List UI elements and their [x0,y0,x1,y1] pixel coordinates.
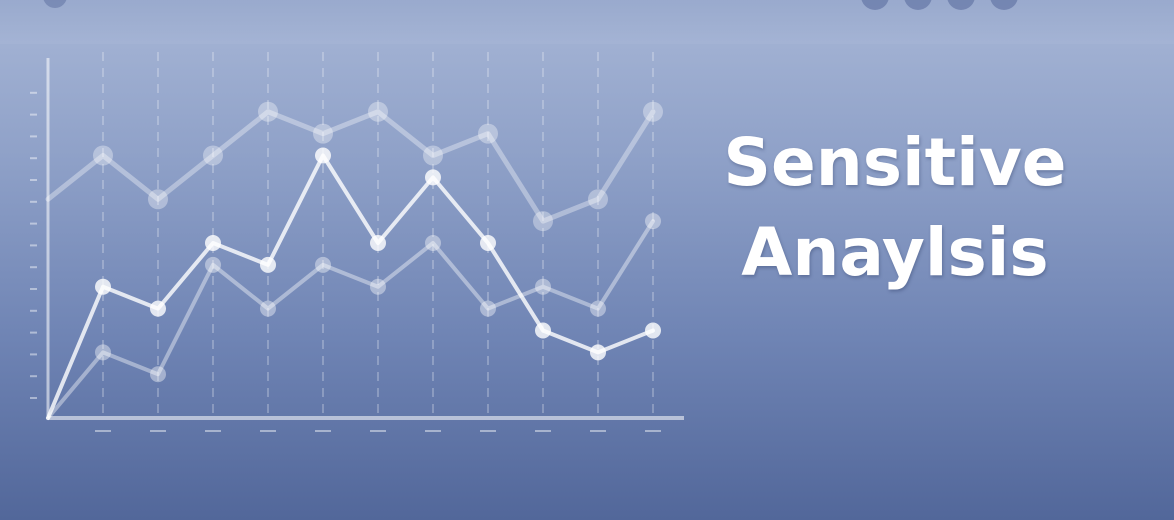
x-tick-mark [535,430,551,432]
x-tick-mark [370,430,386,432]
y-tick-mark [30,91,37,94]
data-point [425,169,441,186]
data-point [590,300,606,317]
series-line [45,109,656,224]
title-line-2: Anaylsis [741,214,1049,291]
data-point [148,189,168,210]
y-tick-mark [30,331,37,334]
y-tick-mark [30,375,37,378]
data-point [425,235,441,251]
data-point [590,344,606,361]
top-decoration [0,0,1174,44]
data-point [480,300,496,317]
y-tick-mark [30,244,37,247]
data-point [588,189,608,210]
data-point [368,101,388,122]
y-tick-mark [30,288,37,290]
y-tick-mark [30,309,37,312]
data-point [313,123,333,144]
chart-axes [46,58,684,420]
x-tick-mark [315,430,331,432]
data-point [645,213,661,230]
chart-ticks [30,91,661,432]
data-point [315,256,331,273]
x-tick-mark [590,430,606,432]
y-tick-mark [30,397,37,399]
data-point [370,235,386,251]
data-point [535,278,551,295]
x-tick-mark [645,430,661,432]
y-tick-mark [30,353,37,356]
y-tick-mark [30,113,37,116]
data-point [478,123,498,144]
y-tick-mark [30,222,37,225]
y-tick-mark [30,200,37,203]
data-point [205,235,221,251]
data-point [205,256,221,273]
title-line-1: Sensitive [723,124,1067,201]
x-tick-mark [260,430,276,432]
data-point [533,211,553,232]
x-tick-mark [480,430,496,432]
data-point [203,145,223,166]
data-point [315,147,331,164]
data-point [258,101,278,122]
data-point [95,278,111,295]
x-tick-mark [205,430,221,432]
data-point [150,366,166,383]
data-point [260,256,276,273]
chart-series [45,101,663,420]
data-point [535,322,551,339]
x-tick-mark [95,430,111,432]
data-point [150,300,166,317]
x-tick-mark [425,430,441,432]
y-tick-mark [30,179,37,181]
data-point [370,278,386,295]
data-point [645,322,661,339]
data-point [480,235,496,251]
data-point [423,145,443,166]
x-tick-mark [150,430,166,432]
y-tick-mark [30,157,37,160]
y-tick-mark [30,135,37,138]
y-tick-mark [30,266,37,269]
data-point [260,300,276,317]
data-point [95,344,111,361]
page-title: Sensitive Anaylsis [660,118,1130,298]
data-point [93,145,113,166]
series-line [46,153,655,420]
data-point [643,101,663,122]
series-line [46,219,655,420]
